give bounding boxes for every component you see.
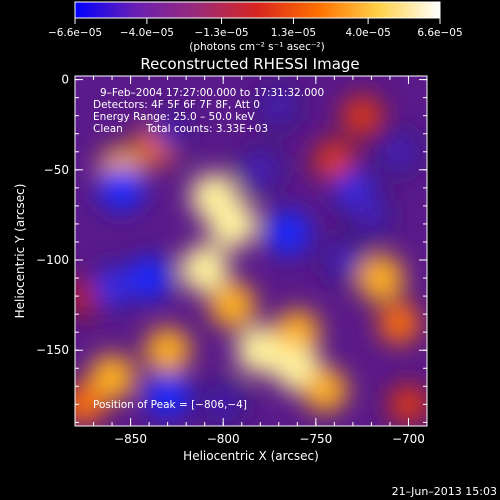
- colorbar-ticks: −6.6e−05 −4.0e−05 −1.3e−05 1.3e−05 4.0e−05 6.…: [48, 18, 463, 39]
- y-tick-label: −100: [36, 253, 69, 267]
- plot-frame: [74, 75, 428, 427]
- colorbar-tick-label: −6.6e−05: [48, 27, 102, 39]
- map-blob: [380, 304, 418, 342]
- x-tick-label: −800: [207, 432, 240, 446]
- y-tick-label: 0: [61, 73, 69, 87]
- annotation-method: Clean: [93, 123, 123, 135]
- colorbar-tick-label: 6.6e−05: [417, 27, 462, 39]
- map-blob: [210, 283, 255, 328]
- annotation-peak: Position of Peak = [−806,−4]: [93, 399, 247, 411]
- y-tick-label: −150: [36, 343, 69, 357]
- map-blob: [99, 165, 144, 210]
- footer-timestamp: 21–Jun–2013 15:03: [392, 485, 497, 498]
- colorbar-units: (photons cm⁻² s⁻¹ asec⁻²): [189, 41, 324, 53]
- map-blob: [262, 90, 296, 123]
- colorbar: −6.6e−05 −4.0e−05 −1.3e−05 1.3e−05 4.0e−05 6.…: [48, 1, 463, 53]
- intensity-map: [75, 80, 427, 426]
- map-blob: [266, 211, 310, 255]
- x-axis: −850 −800 −750 −700: [93, 76, 428, 446]
- y-tick-label: −50: [44, 163, 69, 177]
- map-blob: [150, 116, 185, 151]
- map-blob: [354, 197, 389, 232]
- map-blob: [146, 328, 190, 372]
- annotation-time: 9–Feb–2004 17:27:00.000 to 17:31:32.000: [100, 87, 324, 99]
- x-tick-label: −700: [392, 432, 425, 446]
- map-blob: [304, 369, 346, 411]
- map-blob: [181, 245, 228, 293]
- map-blob: [236, 326, 284, 374]
- colorbar-tick-label: −1.3e−05: [194, 27, 248, 39]
- map-blob: [325, 242, 362, 278]
- map-blob: [316, 143, 353, 179]
- map-blob: [381, 134, 417, 170]
- annotation-energy: Energy Range: 25.0 – 50.0 keV: [93, 111, 255, 123]
- map-blob: [146, 374, 189, 417]
- colorbar-frame: [74, 1, 441, 19]
- map-blob: [92, 267, 132, 307]
- chart-title: Reconstructed RHESSI Image: [140, 55, 359, 73]
- colorbar-tick-label: 1.3e−05: [271, 27, 316, 39]
- map-blob: [276, 311, 319, 354]
- y-axis: 0 −50 −100 −150: [36, 73, 427, 423]
- map-blob: [392, 388, 425, 421]
- plot-area: [75, 76, 427, 426]
- map-blob: [345, 98, 380, 133]
- y-axis-label: Heliocentric Y (arcsec): [13, 184, 27, 319]
- map-blob: [128, 257, 170, 299]
- annotation-detectors: Detectors: 4F 5F 6F 7F 8F, Att 0: [93, 99, 260, 111]
- map-blob: [208, 200, 257, 248]
- map-blob: [333, 168, 372, 207]
- annotation-counts: Total counts: 3.33E+03: [145, 123, 268, 135]
- x-tick-label: −750: [299, 432, 332, 446]
- x-tick-label: −850: [114, 432, 147, 446]
- map-blob: [242, 152, 278, 188]
- map-blob: [75, 385, 103, 423]
- colorbar-tick-label: −4.0e−05: [120, 27, 174, 39]
- map-blob: [358, 255, 404, 301]
- colorbar-tick-label: 4.0e−05: [345, 27, 390, 39]
- map-blob: [90, 355, 134, 400]
- map-blob: [207, 388, 239, 420]
- x-axis-label: Heliocentric X (arcsec): [183, 449, 319, 463]
- colorbar-gradient: [75, 2, 440, 18]
